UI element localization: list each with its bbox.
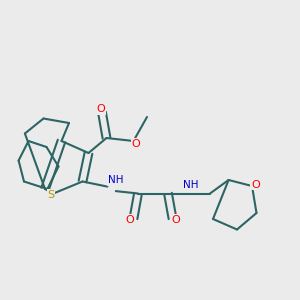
Text: O: O [172,215,181,225]
Text: NH: NH [183,179,198,190]
Text: O: O [125,215,134,225]
Text: S: S [47,190,55,200]
Text: O: O [251,179,260,190]
Text: NH: NH [108,175,124,185]
Text: O: O [131,139,140,149]
Text: O: O [96,104,105,115]
